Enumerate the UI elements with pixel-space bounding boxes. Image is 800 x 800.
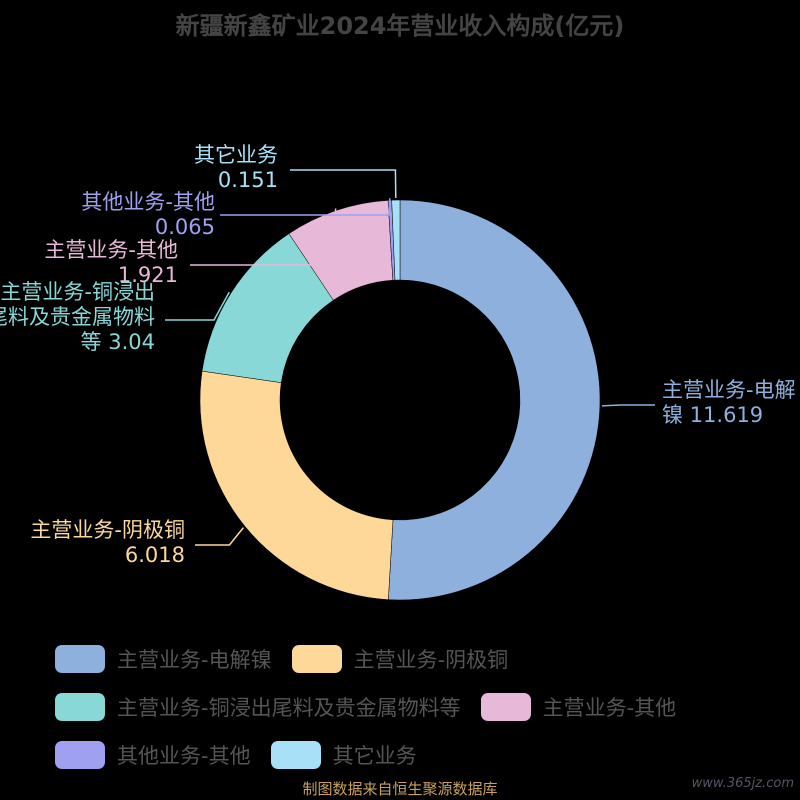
leader-line <box>601 404 655 407</box>
legend-item: 主营业务-阴极铜 <box>291 644 509 674</box>
chart-title: 新疆新鑫矿业2024年营业收入构成(亿元) <box>175 12 625 40</box>
label-name: 主营业务-阴极铜 <box>30 518 185 542</box>
label-value: 11.619 <box>689 403 764 427</box>
legend-swatch <box>291 645 342 673</box>
legend-item: 主营业务-其他 <box>480 692 677 722</box>
slice <box>391 199 401 281</box>
legend-row: 主营业务-铜浸出尾料及贵金属物料等 主营业务-其他 <box>55 692 696 722</box>
legend-label: 其他业务-其他 <box>117 744 251 768</box>
legend-swatch <box>480 693 531 721</box>
data-label: 其他业务-其他 0.065 <box>45 190 215 240</box>
leader-line <box>165 291 230 321</box>
legend-label: 其它业务 <box>332 744 417 768</box>
slice <box>199 370 394 600</box>
label-name: 其他业务-其他 <box>81 190 215 214</box>
watermark: www.365jz.com <box>691 776 794 791</box>
label-name: 主营业务-电解镍 <box>662 378 796 427</box>
leader-line <box>195 527 244 546</box>
chart <box>165 169 655 601</box>
label-name: 其它业务 <box>194 143 278 167</box>
legend-item: 主营业务-电解镍 <box>55 644 272 674</box>
legend-item: 其它业务 <box>270 740 417 770</box>
legend-label: 主营业务-电解镍 <box>117 648 272 672</box>
legend-item: 其他业务-其他 <box>55 740 251 770</box>
label-name: 主营业务-铜浸出尾料及贵金属物料等 <box>0 280 155 354</box>
label-value: 6.018 <box>124 543 185 567</box>
leader-line <box>220 198 391 216</box>
source: 制图数据来自恒生聚源数据库 <box>302 780 498 798</box>
data-label: 主营业务-铜浸出尾料及贵金属物料等 3.04 <box>0 280 155 355</box>
label-value: 0.065 <box>154 215 215 239</box>
data-label: 其它业务 0.151 <box>158 143 278 193</box>
legend-swatch <box>270 741 321 769</box>
label-value: 1.921 <box>117 263 178 287</box>
legend-label: 主营业务-阴极铜 <box>353 648 509 672</box>
data-label: 主营业务-阴极铜 6.018 <box>15 518 185 568</box>
legend-item: 主营业务-铜浸出尾料及贵金属物料等 <box>55 692 461 722</box>
label-name: 主营业务-其他 <box>44 238 178 262</box>
legend-swatch <box>55 693 105 721</box>
leader-line <box>290 169 397 199</box>
label-value: 0.151 <box>217 168 278 192</box>
label-value: 3.04 <box>108 330 155 354</box>
data-label: 主营业务-电解镍 11.619 <box>662 378 800 428</box>
legend-swatch <box>55 741 105 769</box>
legend-label: 主营业务-其他 <box>542 696 677 720</box>
legend-row: 其他业务-其他 其它业务 <box>55 740 437 770</box>
slice <box>388 199 601 601</box>
legend-label: 主营业务-铜浸出尾料及贵金属物料等 <box>117 696 461 720</box>
legend-swatch <box>55 645 105 673</box>
data-label: 主营业务-其他 1.921 <box>8 238 178 288</box>
legend-row: 主营业务-电解镍 主营业务-阴极铜 <box>55 644 528 674</box>
leader-line <box>190 208 337 266</box>
